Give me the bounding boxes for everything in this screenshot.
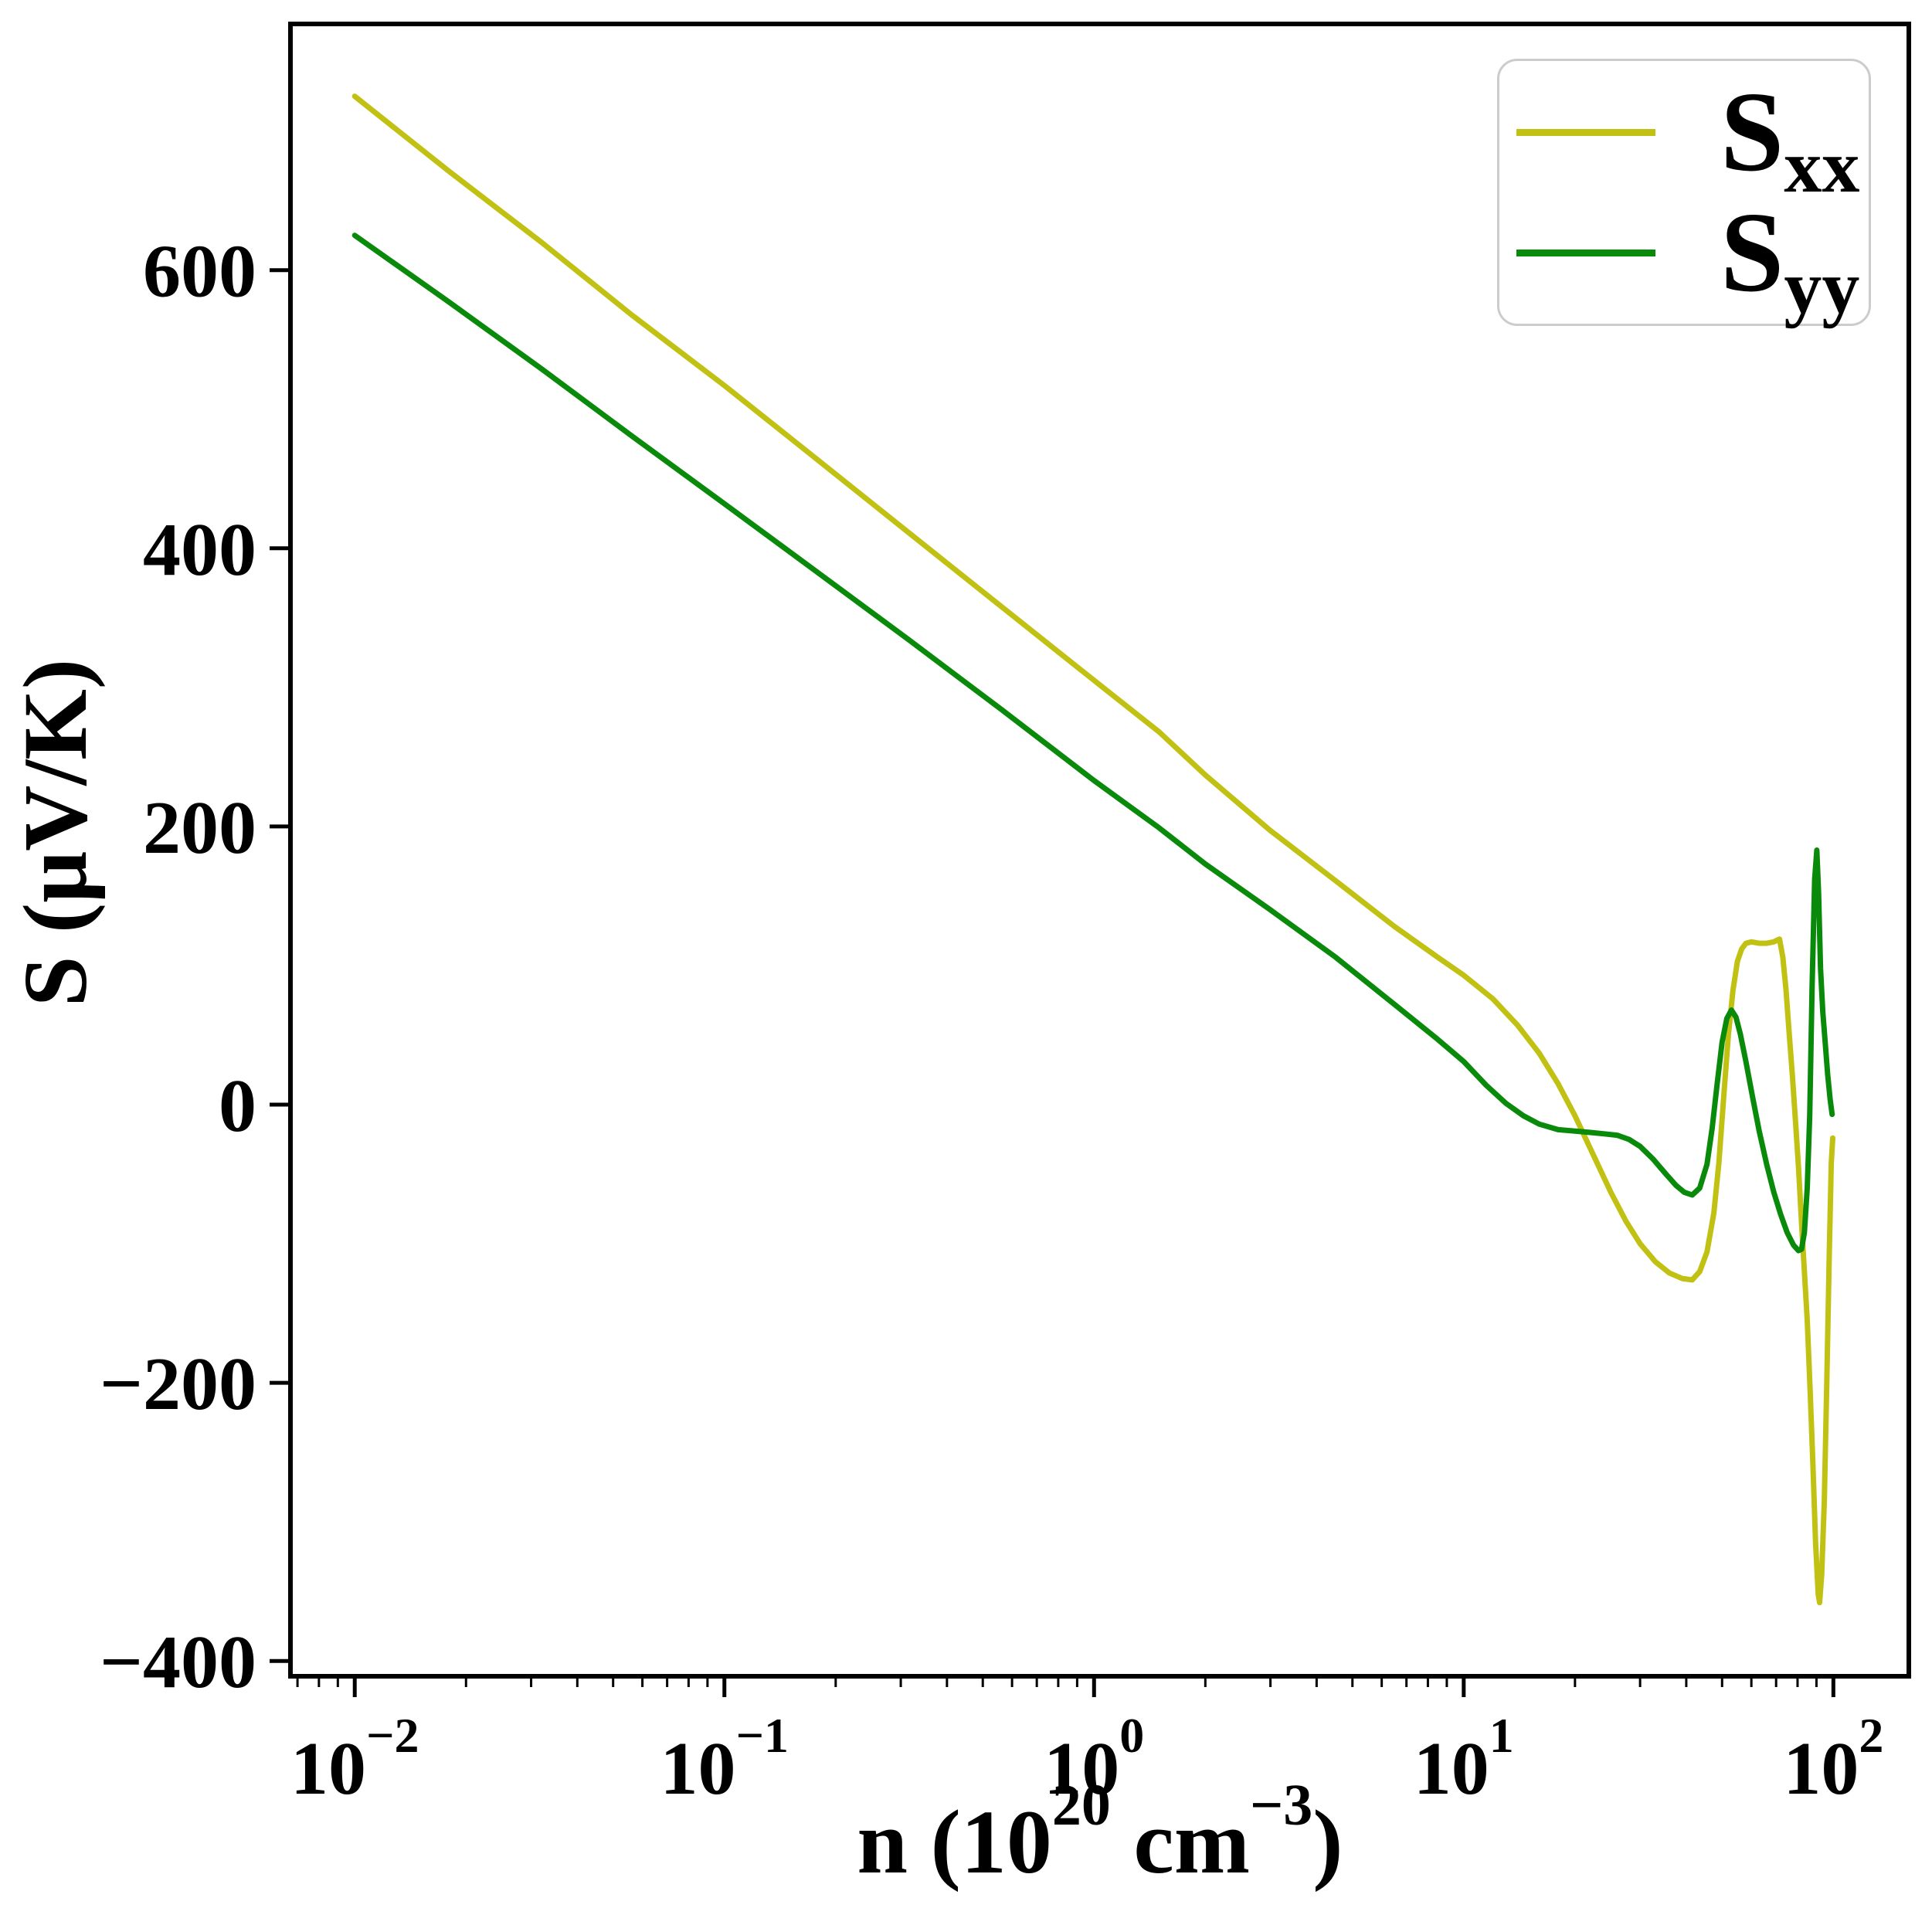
y-tick-label: 0 xyxy=(219,1064,256,1148)
legend-label-sxx-subscript: xx xyxy=(1784,125,1860,209)
legend-line-sample-sxx xyxy=(1516,128,1655,136)
x-label-part-1: n (10 xyxy=(857,1791,1052,1893)
x-label-part-3: ) xyxy=(1312,1791,1343,1893)
curve-sxx xyxy=(351,93,1835,1606)
legend-item-sxx: Sxx xyxy=(1499,74,1869,205)
x-tick-label: 100 xyxy=(1044,1708,1144,1811)
legend-label-sxx-base: S xyxy=(1720,69,1784,195)
y-axis-label: S (μV/K) xyxy=(5,659,106,1007)
legend-label-syy-base: S xyxy=(1720,189,1784,316)
y-tick-label: 200 xyxy=(143,786,256,870)
y-tick-label: 600 xyxy=(143,230,256,314)
x-tick-label: 10−2 xyxy=(290,1708,419,1811)
x-tick-label: 101 xyxy=(1414,1708,1514,1811)
legend-label-syy-subscript: yy xyxy=(1784,246,1860,329)
curve-syy xyxy=(351,233,1835,1254)
x-label-superscript-minus3: −3 xyxy=(1249,1773,1313,1838)
legend-item-syy: Syy xyxy=(1499,195,1869,325)
x-axis-label: n (1020 cm−3) xyxy=(857,1776,1343,1893)
y-axis-label-text: S (μV/K) xyxy=(5,658,107,1007)
legend-label-sxx: Sxx xyxy=(1720,75,1859,205)
legend-line-sample-syy xyxy=(1516,249,1655,256)
x-tick-label: 102 xyxy=(1783,1708,1883,1811)
plot-border xyxy=(288,22,1911,1679)
legend-label-syy: Syy xyxy=(1720,195,1859,325)
y-tick-label: −400 xyxy=(100,1621,256,1704)
x-label-part-2: cm xyxy=(1110,1791,1250,1893)
legend: Sxx Syy xyxy=(1497,59,1871,326)
y-tick-label: 400 xyxy=(143,508,256,592)
x-tick-label: 10−1 xyxy=(660,1708,789,1811)
y-tick-label: −200 xyxy=(100,1343,256,1426)
x-label-superscript-20: 20 xyxy=(1051,1773,1111,1838)
